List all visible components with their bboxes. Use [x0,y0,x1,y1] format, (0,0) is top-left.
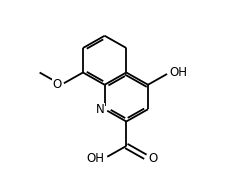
Text: N: N [95,103,104,116]
Text: OH: OH [169,66,187,79]
Text: O: O [147,152,157,165]
Text: OH: OH [86,152,104,165]
Text: O: O [52,78,61,91]
